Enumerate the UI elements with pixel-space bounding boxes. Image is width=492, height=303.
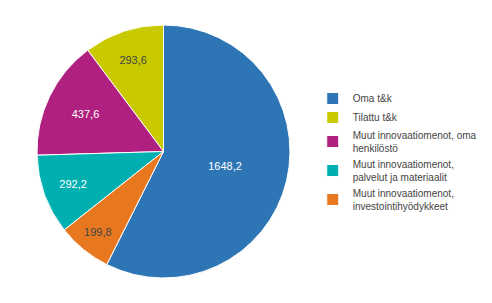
svg-text:293,6: 293,6	[119, 54, 147, 66]
svg-text:Oma t&k: Oma t&k	[353, 93, 393, 104]
svg-text:Muut innovaatiomenot,palvelut: Muut innovaatiomenot,palvelut ja materia…	[353, 159, 454, 183]
svg-text:Tilattu t&k: Tilattu t&k	[353, 112, 398, 123]
svg-text:Muut innovaatiomenot, omahenki: Muut innovaatiomenot, omahenkilöstö	[353, 130, 477, 154]
svg-text:Muut innovaatiomenot,investoin: Muut innovaatiomenot,investointihyödykke…	[353, 188, 454, 212]
svg-text:437,6: 437,6	[72, 108, 100, 120]
svg-text:292,2: 292,2	[59, 178, 87, 190]
svg-text:199,8: 199,8	[84, 226, 112, 238]
svg-text:1648,2: 1648,2	[208, 160, 242, 172]
